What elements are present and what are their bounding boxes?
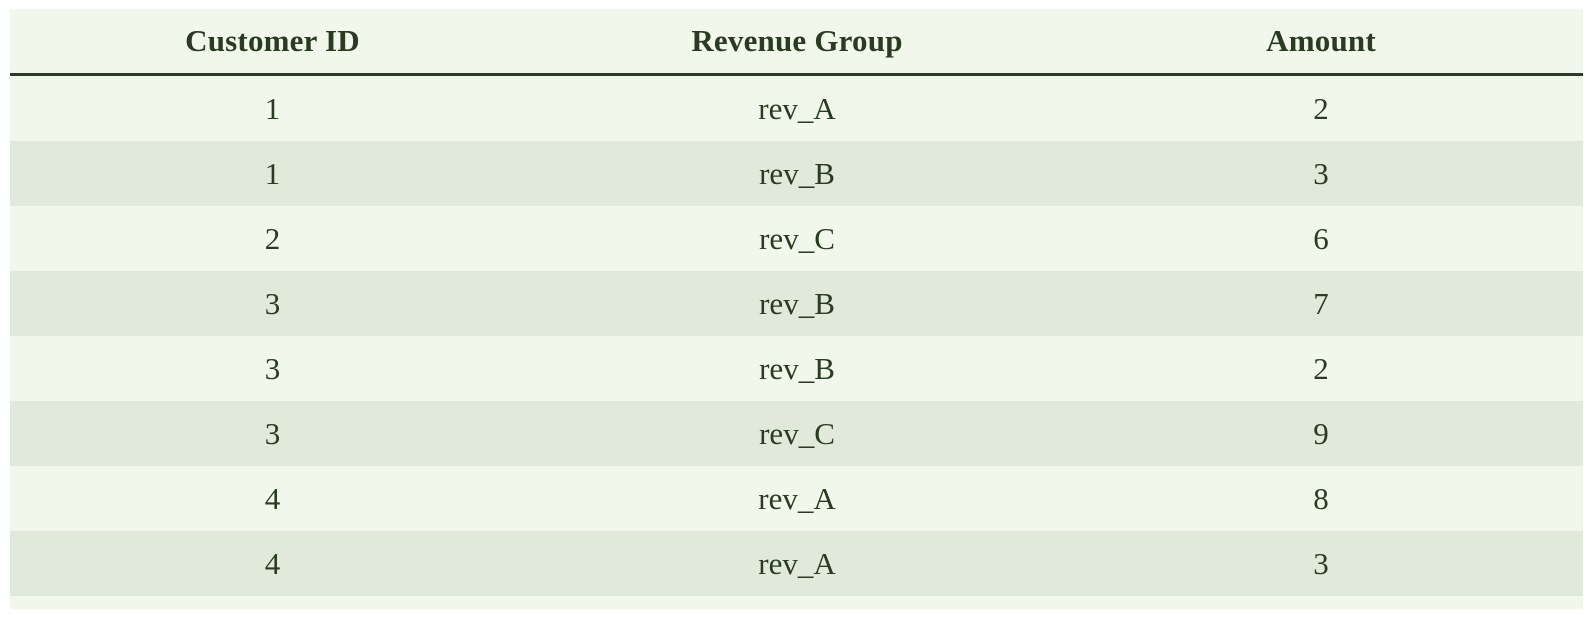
cell-customer-id: 3 (10, 401, 535, 466)
cell-revenue-group: rev_C (535, 206, 1059, 271)
table-row: 3 rev_B 7 (10, 271, 1583, 336)
cell-customer-id: 4 (10, 531, 535, 596)
table-header: Customer ID Revenue Group Amount (10, 9, 1583, 76)
cell-amount: 8 (1059, 466, 1583, 531)
cell-revenue-group: rev_C (535, 401, 1059, 466)
cell-customer-id: 3 (10, 271, 535, 336)
cell-customer-id: 2 (10, 206, 535, 271)
table-row: 1 rev_A 2 (10, 74, 1583, 141)
cell-amount: 2 (1059, 74, 1583, 141)
table-row: 3 rev_B 2 (10, 336, 1583, 401)
cell-amount: 9 (1059, 401, 1583, 466)
cell-customer-id: 1 (10, 141, 535, 206)
cell-amount: 3 (1059, 531, 1583, 596)
cell-revenue-group: rev_A (535, 531, 1059, 596)
cell-revenue-group: rev_A (535, 74, 1059, 141)
cell-customer-id: 4 (10, 466, 535, 531)
data-table-container: Customer ID Revenue Group Amount 1 rev_A… (10, 9, 1583, 609)
table-row: 3 rev_C 9 (10, 401, 1583, 466)
cell-amount: 6 (1059, 206, 1583, 271)
cell-amount: 3 (1059, 141, 1583, 206)
table-body: 1 rev_A 2 1 rev_B 3 2 rev_C 6 3 rev_B 7 … (10, 74, 1583, 596)
cell-customer-id: 3 (10, 336, 535, 401)
table-row: 1 rev_B 3 (10, 141, 1583, 206)
cell-amount: 2 (1059, 336, 1583, 401)
column-header-customer-id: Customer ID (10, 9, 535, 76)
table-row: 4 rev_A 3 (10, 531, 1583, 596)
column-header-amount: Amount (1059, 9, 1583, 76)
header-row: Customer ID Revenue Group Amount (10, 9, 1583, 76)
revenue-table: Customer ID Revenue Group Amount 1 rev_A… (10, 9, 1583, 596)
cell-revenue-group: rev_A (535, 466, 1059, 531)
cell-revenue-group: rev_B (535, 271, 1059, 336)
cell-revenue-group: rev_B (535, 141, 1059, 206)
cell-revenue-group: rev_B (535, 336, 1059, 401)
cell-amount: 7 (1059, 271, 1583, 336)
table-row: 4 rev_A 8 (10, 466, 1583, 531)
column-header-revenue-group: Revenue Group (535, 9, 1059, 76)
cell-customer-id: 1 (10, 74, 535, 141)
table-row: 2 rev_C 6 (10, 206, 1583, 271)
